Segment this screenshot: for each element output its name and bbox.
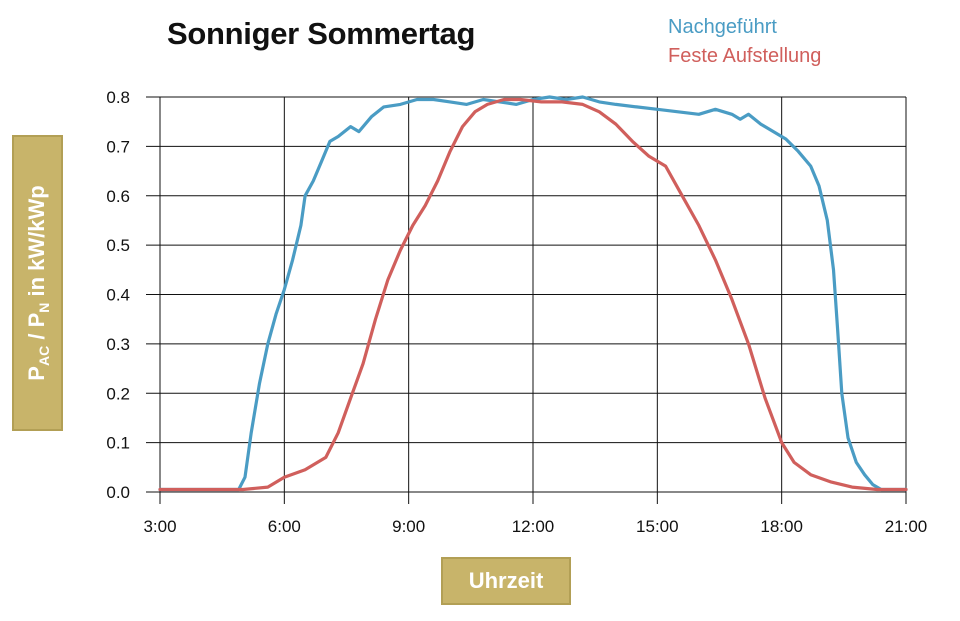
x-tick-label: 21:00 [885,517,928,536]
x-tick-label: 18:00 [760,517,803,536]
x-axis-ticks: 3:00 6:00 9:00 12:00 15:00 18:00 21:00 [143,517,927,536]
y-tick-label: 0.1 [106,434,130,453]
series-line-nachgefuehrt [158,95,908,492]
legend-entry-nachgefuehrt: Nachgeführt [668,16,777,38]
grid [146,96,907,504]
y-tick-label: 0.4 [106,286,130,305]
x-tick-label: 6:00 [268,517,301,536]
y-tick-label: 0.7 [106,137,130,156]
x-axis-label-box: Uhrzeit [441,557,571,605]
y-tick-label: 0.5 [106,236,130,255]
x-tick-label: 3:00 [143,517,176,536]
x-tick-label: 15:00 [636,517,679,536]
y-axis-label-box: PAC / PN in kW/kWp [12,135,63,431]
y-axis-label: PAC / PN in kW/kWp [23,185,52,381]
series-layer [158,95,908,492]
legend-entry-feste-aufstellung: Feste Aufstellung [668,45,822,67]
y-tick-label: 0.3 [106,335,130,354]
y-tick-label: 0.2 [106,384,130,403]
x-tick-label: 12:00 [512,517,555,536]
series-line-feste-aufstellung [158,97,908,492]
y-tick-label: 0.8 [106,88,130,107]
x-tick-label: 9:00 [392,517,425,536]
y-axis-ticks: 0.0 0.1 0.2 0.3 0.4 0.5 0.6 0.7 0.8 [106,88,130,502]
y-tick-label: 0.6 [106,187,130,206]
y-tick-label: 0.0 [106,483,130,502]
chart-title: Sonniger Sommertag [167,16,476,51]
x-axis-label: Uhrzeit [468,568,544,593]
